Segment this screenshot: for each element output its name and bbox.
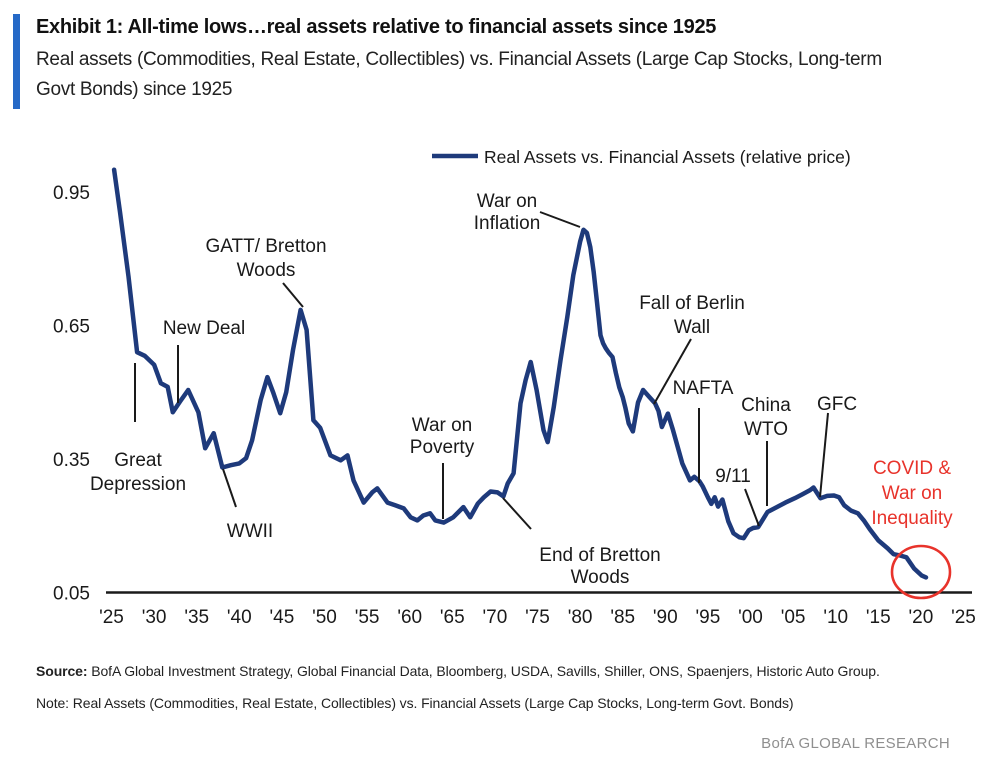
x-axis-tick-label: '55: [355, 607, 380, 628]
y-axis-tick-label: 0.95: [53, 183, 90, 204]
covid-low-highlight-circle: [890, 544, 952, 600]
x-axis-tick-label: '65: [440, 607, 465, 628]
annotation-war-on-inflation: War on: [477, 191, 538, 212]
x-axis-tick-label: '50: [312, 607, 337, 628]
x-axis-tick-label: '35: [184, 607, 209, 628]
x-axis-tick-label: '30: [142, 607, 167, 628]
x-axis-tick-label: '25: [951, 607, 976, 628]
annotation-pointer-end-of-bretton-woods: [502, 497, 532, 530]
x-axis-tick-label: '40: [227, 607, 252, 628]
y-axis-tick-label: 0.35: [53, 450, 90, 471]
y-axis-tick-label: 0.05: [53, 584, 90, 605]
x-axis-tick-label: '85: [610, 607, 635, 628]
annotation-war-on-inflation: Inflation: [474, 213, 541, 234]
annotation-pointer-gfc: [819, 412, 829, 498]
x-axis-tick-label: '90: [653, 607, 678, 628]
annotation-pointer-wwii: [222, 468, 237, 508]
annotation-gatt-bretton-woods: GATT/ Bretton: [205, 236, 326, 257]
x-axis-tick-label: '75: [525, 607, 550, 628]
legend-label: Real Assets vs. Financial Assets (relati…: [484, 147, 851, 167]
y-axis-tick-label: 0.65: [53, 317, 90, 338]
source-text: BofA Global Investment Strategy, Global …: [91, 663, 880, 679]
annotation-covid-war-on-inequality: Inequality: [871, 508, 953, 529]
annotation-pointer-fall-of-berlin-wall: [653, 338, 692, 405]
annotation-covid-war-on-inequality: COVID &: [873, 458, 951, 479]
annotation-war-on-poverty: War on: [412, 415, 473, 436]
annotation-pointer-gatt-bretton-woods: [282, 282, 304, 308]
annotation-pointer-nine-eleven: [744, 488, 760, 527]
x-axis-tick-label: '05: [781, 607, 806, 628]
exhibit-subtitle: Real assets (Commodities, Real Estate, C…: [36, 49, 882, 100]
annotation-wwii: WWII: [227, 521, 273, 542]
annotation-end-of-bretton-woods: Woods: [571, 567, 630, 588]
x-axis-tick-label: '25: [99, 607, 124, 628]
annotation-great-depression: Depression: [90, 474, 186, 495]
x-axis-tick-label: '10: [823, 607, 848, 628]
annotation-fall-of-berlin-wall: Wall: [674, 317, 710, 338]
annotation-fall-of-berlin-wall: Fall of Berlin: [639, 293, 745, 314]
x-axis-tick-label: '20: [909, 607, 934, 628]
annotation-pointer-war-on-inflation: [539, 211, 581, 228]
exhibit-title: Exhibit 1: All-time lows…real assets rel…: [36, 16, 717, 38]
x-axis-tick-label: '60: [397, 607, 422, 628]
annotation-nine-eleven: 9/11: [715, 466, 751, 487]
exhibit-header: Exhibit 1: All-time lows…real assets rel…: [36, 13, 996, 105]
series-real-vs-financial-line: [111, 167, 929, 580]
x-axis-tick-label: '95: [696, 607, 721, 628]
x-axis-tick-label: '80: [568, 607, 593, 628]
annotation-covid-war-on-inequality: War on: [882, 483, 943, 504]
annotation-china-wto: WTO: [744, 419, 788, 440]
source-label: Source:: [36, 663, 88, 679]
source-line: Source: BofA Global Investment Strategy,…: [36, 663, 976, 679]
x-axis-tick-label: '70: [483, 607, 508, 628]
annotation-gfc: GFC: [817, 394, 857, 415]
annotation-gatt-bretton-woods: Woods: [237, 260, 296, 281]
annotation-new-deal: New Deal: [163, 318, 245, 339]
annotation-war-on-poverty: Poverty: [410, 437, 475, 458]
x-axis-tick-label: '15: [866, 607, 891, 628]
x-axis-tick-label: '45: [270, 607, 295, 628]
annotation-end-of-bretton-woods: End of Bretton: [539, 545, 660, 566]
accent-bar: [13, 14, 20, 109]
annotation-china-wto: China: [741, 395, 791, 416]
x-axis-tick-label: '00: [738, 607, 763, 628]
annotation-great-depression: Great: [114, 450, 162, 471]
annotation-nafta: NAFTA: [673, 378, 734, 399]
brand-label: BofA GLOBAL RESEARCH: [761, 735, 950, 752]
note-line: Note: Real Assets (Commodities, Real Est…: [36, 695, 794, 711]
